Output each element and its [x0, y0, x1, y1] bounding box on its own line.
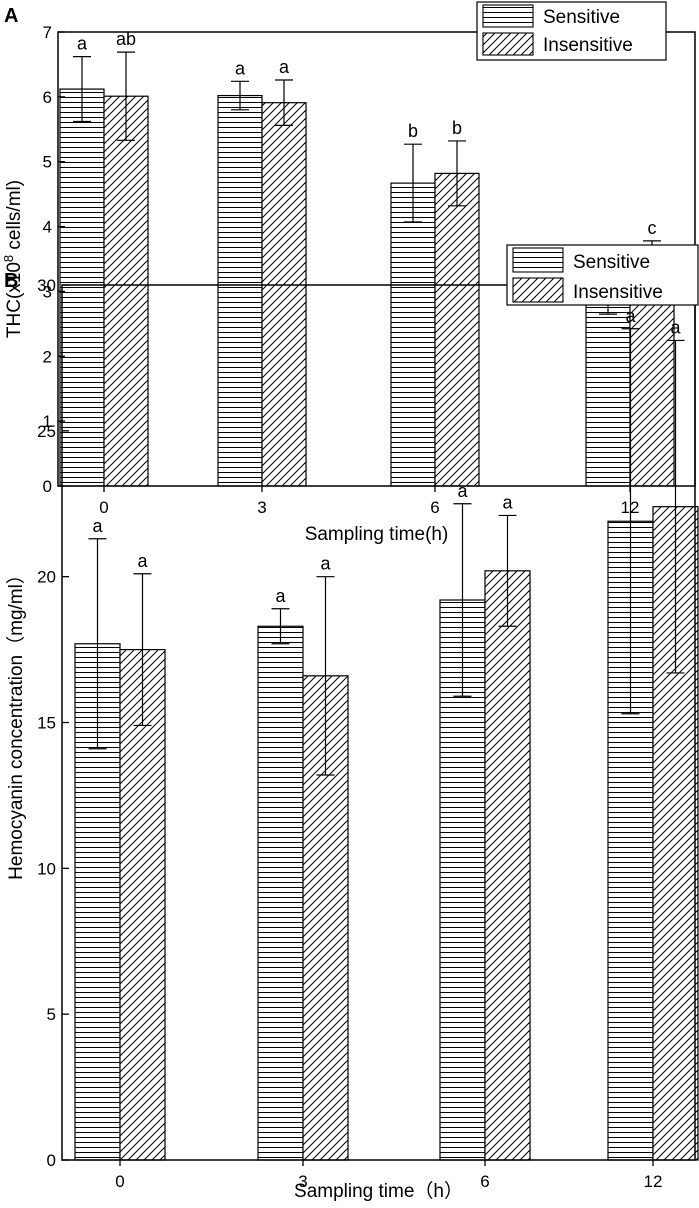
legend-label: Sensitive: [573, 252, 650, 273]
y-tick-label: 5: [47, 1005, 56, 1024]
legend-swatch-sensitive: [512, 247, 564, 273]
significance-label: a: [77, 34, 88, 54]
y-axis-title: THC(x108 cells/ml): [1, 180, 25, 338]
y-tick-label: 5: [43, 153, 52, 172]
significance-label: a: [320, 554, 331, 574]
x-tick-label: 0: [115, 1172, 124, 1191]
legend: Sensitive Insensitive: [476, 1, 667, 61]
legend-label: Sensitive: [543, 7, 620, 28]
significance-label: c: [648, 218, 657, 238]
y-tick-label: 10: [37, 859, 56, 878]
bar-sensitive-3: [217, 94, 263, 487]
y-tick-label: 4: [43, 218, 52, 237]
y-tick-label: 2: [43, 347, 52, 366]
x-tick-label: 12: [644, 1172, 663, 1191]
y-tick-label: 20: [37, 568, 56, 587]
y-tick-label: 0: [47, 1151, 56, 1170]
x-tick-label: 0: [99, 498, 108, 517]
x-axis-title: Sampling time（h）: [294, 1180, 463, 1202]
legend-label: Insensitive: [573, 282, 663, 303]
y-tick-label: 30: [37, 276, 56, 295]
legend-swatch-insensitive: [482, 32, 534, 56]
significance-label: a: [92, 516, 103, 536]
y-tick-label: 3: [43, 282, 52, 301]
x-tick-label: 6: [430, 498, 439, 517]
bar-sensitive-6: [390, 182, 436, 487]
significance-label: b: [408, 121, 418, 141]
significance-label: a: [235, 58, 246, 78]
y-tick-label: 25: [37, 422, 56, 441]
significance-label: b: [452, 118, 462, 138]
panel-label: A: [4, 5, 18, 27]
y-axis-title-suffix: cells/ml): [4, 180, 25, 255]
significance-label: a: [625, 306, 636, 326]
panel-label: B: [4, 270, 18, 292]
legend-swatch-sensitive: [482, 4, 534, 28]
legend: Sensitive Insensitive: [506, 244, 699, 306]
x-tick-label: 3: [298, 1172, 307, 1191]
bar-sensitive-12: [585, 292, 631, 487]
bar-insensitive-3: [261, 102, 307, 487]
significance-label: a: [502, 492, 513, 512]
y-tick-label: 0: [43, 477, 52, 496]
y-axis-title-prefix: THC(x10: [4, 262, 25, 338]
y-axis-title-exponent: 8: [1, 255, 16, 262]
y-tick-label: 6: [43, 88, 52, 107]
x-tick-label: 6: [480, 1172, 489, 1191]
significance-label: ab: [116, 29, 136, 49]
significance-label: a: [137, 551, 148, 571]
x-tick-label: 3: [257, 498, 266, 517]
bar-insensitive-0: [119, 648, 166, 1161]
y-tick-label: 15: [37, 714, 56, 733]
significance-label: a: [279, 57, 290, 77]
significance-label: a: [275, 586, 286, 606]
significance-label: a: [457, 481, 468, 501]
legend-label: Insensitive: [543, 35, 633, 56]
bar-sensitive-0: [59, 88, 105, 487]
significance-label: a: [670, 317, 681, 337]
chart-panel-a: Aaabaabbcc0123456703612Sampling time(h)T…: [1, 1, 696, 545]
x-axis-title: Sampling time(h): [305, 524, 449, 545]
bar-insensitive-0: [103, 95, 149, 487]
bar-insensitive-6: [434, 172, 480, 487]
y-axis-title: Hemocyanin concentration（mg/ml）: [5, 565, 27, 880]
y-tick-label: 7: [43, 23, 52, 42]
y-tick-label: 1: [43, 412, 52, 431]
bar-insensitive-6: [484, 570, 531, 1161]
legend-swatch-insensitive: [512, 277, 564, 303]
bar-sensitive-3: [257, 625, 304, 1161]
